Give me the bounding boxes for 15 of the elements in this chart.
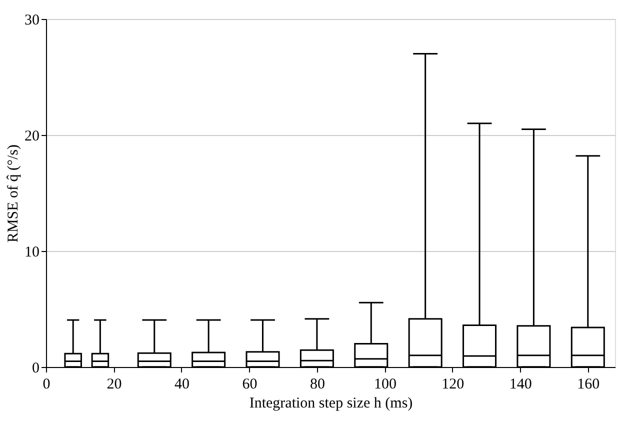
y-tick-label: 30 bbox=[24, 12, 40, 28]
x-tick-label: 100 bbox=[374, 376, 396, 392]
x-axis-title: Integration step size h (ms) bbox=[249, 396, 413, 412]
x-tick-label: 40 bbox=[174, 376, 190, 392]
y-axis-title: RMSE of q̂ (°/s) bbox=[6, 144, 22, 243]
y-tick-label: 20 bbox=[24, 128, 40, 144]
x-tick-label: 140 bbox=[509, 376, 532, 392]
y-tick-label: 10 bbox=[24, 244, 40, 260]
x-tick-label: 20 bbox=[106, 376, 122, 392]
x-tick-label: 60 bbox=[242, 376, 258, 392]
x-tick-label: 120 bbox=[442, 376, 464, 392]
x-tick-label: 0 bbox=[42, 376, 50, 392]
x-tick-label: 80 bbox=[310, 376, 325, 392]
y-tick-label: 0 bbox=[32, 360, 40, 376]
x-tick-label: 160 bbox=[577, 376, 600, 392]
